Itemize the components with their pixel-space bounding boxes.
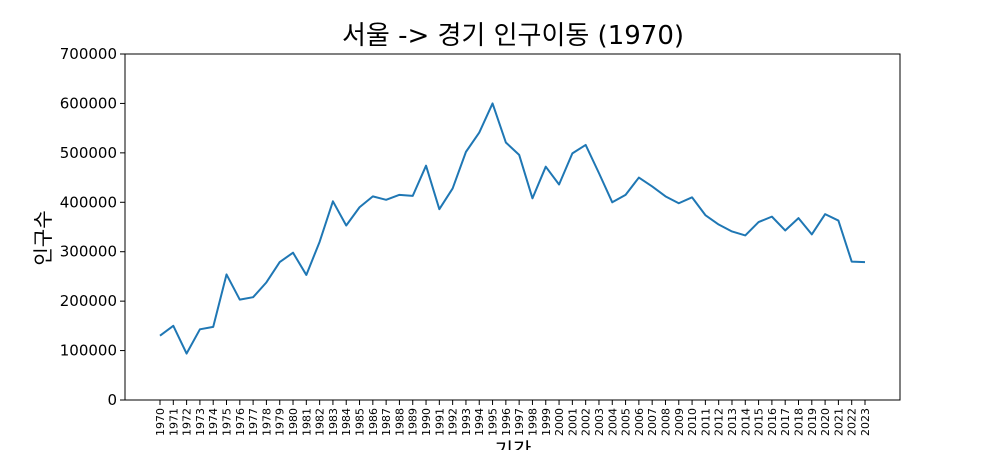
x-tick-label: 2010 — [686, 408, 699, 436]
x-tick-label: 2011 — [699, 408, 712, 436]
y-tick-label: 200000 — [60, 292, 117, 310]
x-tick-label: 2015 — [753, 408, 766, 436]
chart-title: 서울 -> 경기 인구이동 (1970) — [342, 21, 684, 51]
y-tick-label: 0 — [107, 391, 117, 409]
x-tick-label: 1997 — [513, 408, 526, 436]
x-tick-label: 1992 — [447, 408, 460, 436]
x-tick-label: 2023 — [859, 408, 872, 436]
y-tick-label: 500000 — [60, 144, 117, 162]
x-tick-label: 1986 — [367, 408, 380, 436]
x-tick-label: 1996 — [500, 408, 513, 436]
y-tick-label: 100000 — [60, 342, 117, 360]
x-tick-label: 1989 — [407, 408, 420, 436]
x-tick-label: 2017 — [779, 408, 792, 436]
x-tick-label: 1979 — [274, 408, 287, 436]
y-axis-label: 인구수 — [31, 210, 55, 265]
x-tick-label: 2019 — [806, 408, 819, 436]
x-tick-label: 2007 — [646, 408, 659, 436]
x-tick-label: 1994 — [473, 408, 486, 436]
x-tick-label: 1977 — [247, 408, 260, 436]
x-tick-label: 1985 — [354, 408, 367, 436]
x-tick-label: 2006 — [633, 408, 646, 436]
y-axis: 0 100000 200000 300000 400000 500000 600000 700… — [60, 45, 125, 409]
x-tick-label: 1995 — [487, 408, 500, 436]
x-tick-label: 1975 — [221, 408, 234, 436]
x-tick-label: 2009 — [673, 408, 686, 436]
x-tick-label: 2013 — [726, 408, 739, 436]
x-axis: 1970 1971 1972 1973 1974 1975 1976 1977 1978 1979… — [154, 400, 872, 436]
x-tick-label: 2022 — [846, 408, 859, 436]
x-tick-label: 1982 — [314, 408, 327, 436]
x-tick-label: 1988 — [393, 408, 406, 436]
x-tick-label: 1983 — [327, 408, 340, 436]
x-tick-label: 2003 — [593, 408, 606, 436]
x-tick-label: 1970 — [154, 408, 167, 436]
x-tick-label: 2012 — [713, 408, 726, 436]
y-tick-label: 300000 — [60, 243, 117, 261]
x-tick-label: 2005 — [620, 408, 633, 436]
x-tick-label: 2021 — [832, 408, 845, 436]
x-tick-label: 1990 — [420, 408, 433, 436]
y-tick-label: 600000 — [60, 94, 117, 112]
x-tick-label: 2014 — [739, 408, 752, 436]
x-tick-label: 2016 — [766, 408, 779, 436]
x-tick-label: 1972 — [181, 408, 194, 436]
plot-area-frame — [124, 53, 901, 401]
x-tick-label: 1973 — [194, 408, 207, 436]
x-tick-label: 1999 — [540, 408, 553, 436]
y-tick-label: 700000 — [60, 45, 117, 63]
x-tick-label: 1971 — [167, 408, 180, 436]
x-tick-label: 1976 — [234, 408, 247, 436]
x-tick-label: 2008 — [659, 408, 672, 436]
x-tick-label: 2004 — [606, 408, 619, 436]
x-tick-label: 1980 — [287, 408, 300, 436]
x-tick-label: 2020 — [819, 408, 832, 436]
x-tick-label: 2002 — [580, 408, 593, 436]
x-tick-label: 1981 — [300, 408, 313, 436]
y-tick-label: 400000 — [60, 193, 117, 211]
x-tick-label: 1984 — [340, 408, 353, 436]
x-tick-label: 1993 — [460, 408, 473, 436]
series-line — [159, 102, 866, 355]
x-axis-label: 기간 — [495, 438, 532, 450]
x-tick-label: 1974 — [207, 408, 220, 436]
x-tick-label: 1978 — [260, 408, 273, 436]
x-tick-label: 2018 — [792, 408, 805, 436]
x-tick-label: 1987 — [380, 408, 393, 436]
x-tick-label: 1998 — [526, 408, 539, 436]
x-tick-label: 2000 — [553, 408, 566, 436]
x-tick-label: 1991 — [433, 408, 446, 436]
x-tick-label: 2001 — [566, 408, 579, 436]
